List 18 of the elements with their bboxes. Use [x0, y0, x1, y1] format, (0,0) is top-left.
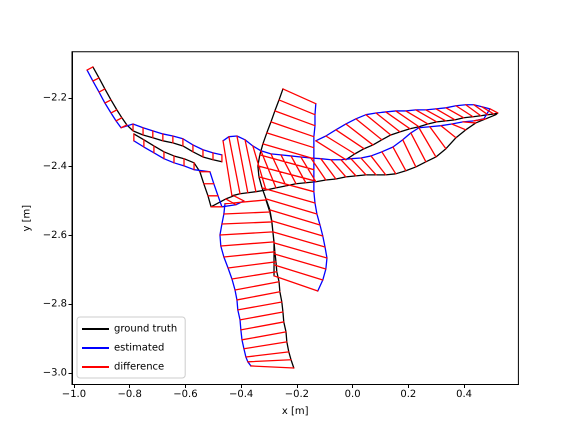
y-tick-label: −2.8 — [42, 298, 67, 310]
x-tick-label: 0.4 — [456, 389, 472, 400]
x-tick-label: −0.8 — [118, 389, 142, 400]
legend-label: difference — [114, 362, 164, 372]
y-tick-label: −2.4 — [42, 161, 67, 172]
x-tick-label: 0.2 — [400, 389, 416, 400]
legend-label: ground truth — [114, 324, 178, 334]
x-axis-title: x [m] — [282, 406, 309, 417]
x-tick-label: −1.0 — [62, 389, 86, 400]
x-tick-label: −0.6 — [173, 389, 198, 400]
y-tick-label: −2.2 — [42, 92, 67, 104]
legend-label: estimated — [114, 342, 164, 354]
x-tick-label: −0.2 — [284, 389, 310, 400]
y-tick-label: −2.6 — [42, 230, 67, 241]
x-tick-label: −0.4 — [228, 389, 254, 400]
y-tick-label: −3.0 — [42, 367, 67, 378]
x-tick-label: 0.0 — [344, 389, 361, 400]
y-axis-title: y [m] — [21, 204, 32, 232]
